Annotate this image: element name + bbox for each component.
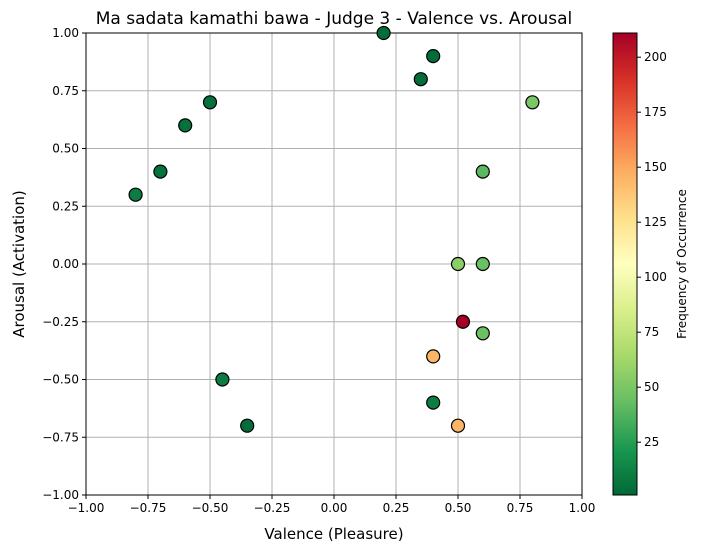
scatter-point bbox=[455, 314, 471, 329]
grid-lines bbox=[85, 32, 583, 496]
scatter-point bbox=[376, 25, 391, 41]
colorbar-tick-label: 175 bbox=[644, 105, 667, 119]
x-axis-label: Valence (Pleasure) bbox=[264, 525, 403, 543]
colorbar-tick-label: 200 bbox=[644, 50, 667, 64]
x-tick-label: −0.50 bbox=[192, 501, 229, 515]
scatter-point bbox=[450, 256, 466, 272]
x-tick-label: 0.00 bbox=[321, 501, 348, 515]
y-tick-label: −0.25 bbox=[42, 315, 79, 329]
colorbar-tick-label: 125 bbox=[644, 215, 667, 229]
scatter-point bbox=[450, 418, 466, 433]
colorbar-tick-label: 150 bbox=[644, 160, 667, 174]
y-tick-label: −0.50 bbox=[42, 373, 79, 387]
x-tick-label: 1.00 bbox=[569, 501, 596, 515]
colorbar bbox=[612, 32, 638, 496]
scatter-point bbox=[426, 349, 441, 364]
colorbar-tick-label: 50 bbox=[644, 380, 659, 394]
data-points bbox=[128, 25, 540, 433]
scatter-point bbox=[202, 95, 218, 110]
x-tick-label: 0.75 bbox=[507, 501, 534, 515]
colorbar-ticks: 25 50 75 100 125 150 175 200 bbox=[637, 50, 667, 449]
scatter-point bbox=[128, 187, 143, 202]
chart-title: Ma sadata kamathi bawa - Judge 3 - Valen… bbox=[96, 9, 572, 29]
y-tick-label: 1.00 bbox=[52, 26, 79, 40]
y-tick-label: −0.75 bbox=[42, 430, 79, 444]
x-tick-label: −0.25 bbox=[254, 501, 291, 515]
y-tick-label: 0.00 bbox=[52, 257, 79, 271]
scatter-point bbox=[525, 95, 540, 110]
y-axis-ticks: −1.00 −0.75 −0.50 −0.25 0.00 0.25 0.50 0.75 1.00 bbox=[42, 26, 86, 502]
colorbar-tick-label: 25 bbox=[644, 435, 659, 449]
y-tick-label: 0.25 bbox=[52, 199, 79, 213]
scatter-point bbox=[426, 395, 441, 410]
colorbar-tick-label: 75 bbox=[644, 325, 659, 339]
scatter-point bbox=[153, 164, 168, 179]
scatter-point bbox=[240, 418, 255, 433]
colorbar-label: Frequency of Occurrence bbox=[675, 189, 689, 339]
scatter-point bbox=[215, 372, 230, 387]
y-tick-label: 0.50 bbox=[52, 142, 79, 156]
x-tick-label: −1.00 bbox=[68, 501, 105, 515]
x-tick-label: 0.50 bbox=[445, 501, 472, 515]
x-tick-label: 0.25 bbox=[383, 501, 410, 515]
scatter-point bbox=[475, 326, 490, 341]
scatter-point bbox=[413, 72, 428, 87]
colorbar-tick-label: 100 bbox=[644, 270, 667, 284]
y-tick-label: −1.00 bbox=[42, 488, 79, 502]
scatter-point bbox=[178, 118, 193, 133]
scatter-point bbox=[475, 164, 490, 179]
scatter-point bbox=[475, 256, 490, 272]
x-tick-label: −0.75 bbox=[130, 501, 167, 515]
y-tick-label: 0.75 bbox=[52, 84, 79, 98]
y-axis-label: Arousal (Activation) bbox=[10, 190, 28, 338]
x-axis-ticks: −1.00 −0.75 −0.50 −0.25 0.00 0.25 0.50 0.75 1.00 bbox=[68, 495, 596, 515]
scatter-point bbox=[426, 48, 441, 64]
